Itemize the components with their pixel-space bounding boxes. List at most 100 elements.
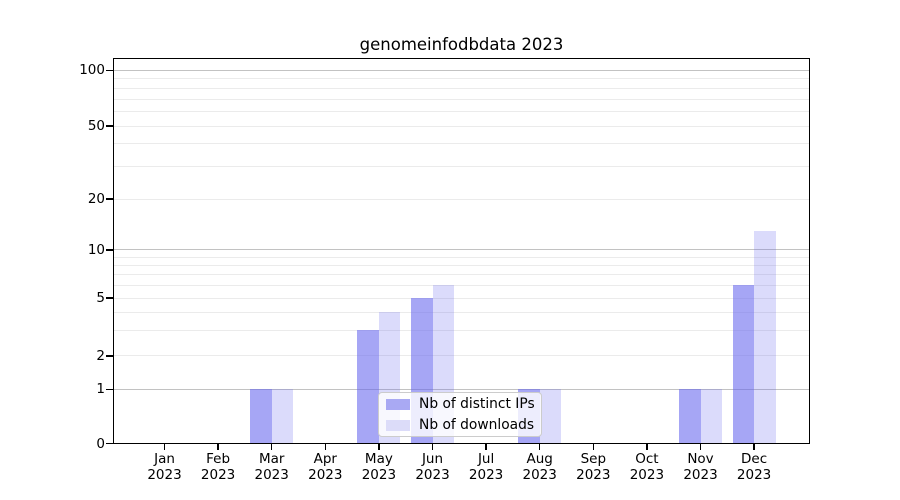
x-tick-mark-5: [431, 443, 434, 450]
gridline-y-8: [113, 264, 810, 266]
gridline-y-1: [113, 388, 810, 390]
gridline-y-80: [113, 87, 810, 89]
bar-distinct-ips-nov-2023: [679, 389, 701, 444]
x-tick-mark-4: [378, 443, 380, 450]
y-tick-label-2: 2: [96, 347, 105, 364]
gridline-y-4: [113, 311, 810, 313]
y-tick-mark-5: [106, 297, 113, 299]
gridline-y-2: [113, 355, 810, 357]
x-tick-mark-9: [646, 443, 648, 450]
x-tick-label-5: Jun 2023: [401, 451, 465, 483]
x-tick-label-1: Feb 2023: [186, 451, 250, 483]
x-tick-mark-10: [699, 443, 702, 450]
x-tick-mark-8: [592, 443, 594, 450]
x-tick-year: 2023: [522, 466, 557, 483]
x-tick-label-8: Sep 2023: [561, 451, 625, 483]
bar-distinct-ips-dec-2023: [732, 285, 755, 444]
x-tick-month: Jan: [154, 451, 175, 467]
y-tick-mark-100: [106, 69, 113, 72]
x-tick-label-10: Nov 2023: [669, 451, 733, 483]
x-tick-year: 2023: [468, 466, 504, 483]
x-tick-year: 2023: [736, 466, 772, 483]
y-tick-label-0: 0: [96, 435, 105, 452]
y-tick-mark-2: [106, 355, 113, 357]
y-tick-label-20: 20: [87, 191, 105, 208]
y-tick-label-100: 100: [79, 62, 105, 79]
legend: Nb of distinct IPs Nb of downloads: [378, 392, 542, 437]
x-tick-year: 2023: [576, 466, 611, 483]
gridline-y-90: [113, 78, 810, 80]
x-tick-mark-7: [539, 443, 541, 450]
x-tick-month: May: [364, 451, 393, 467]
gridline-y-20: [113, 198, 810, 200]
bar-downloads-mar-2023: [271, 389, 294, 444]
x-tick-label-3: Apr 2023: [293, 451, 357, 483]
x-tick-month: Sep: [580, 451, 607, 467]
x-tick-label-2: Mar 2023: [240, 451, 304, 483]
x-tick-year: 2023: [683, 466, 718, 483]
gridline-y-60: [113, 110, 810, 112]
y-tick-mark-20: [106, 198, 113, 200]
legend-swatch-distinct-ips: [386, 398, 410, 410]
x-tick-mark-11: [753, 443, 755, 450]
x-tick-month: Jun: [421, 451, 444, 467]
bar-downloads-dec-2023: [754, 230, 776, 444]
x-tick-mark-0: [163, 443, 166, 450]
y-tick-mark-0: [106, 442, 113, 445]
y-tick-label-10: 10: [87, 241, 105, 258]
x-tick-month: Feb: [206, 451, 231, 467]
gridline-y-50: [113, 125, 810, 127]
legend-label-downloads: Nb of downloads: [419, 417, 535, 433]
gridline-y-10: [113, 249, 810, 251]
x-tick-label-9: Oct 2023: [615, 451, 679, 483]
x-tick-month: Mar: [258, 451, 285, 467]
x-tick-month: Jul: [477, 451, 495, 467]
x-tick-label-4: May 2023: [347, 451, 411, 483]
bar-distinct-ips-mar-2023: [250, 389, 272, 444]
y-tick-mark-10: [106, 249, 113, 251]
legend-row-distinct-ips: Nb of distinct IPs: [386, 396, 535, 412]
y-tick-mark-1: [106, 388, 113, 391]
x-tick-year: 2023: [629, 466, 665, 483]
gridline-y-100: [113, 69, 810, 71]
plot-frame: [113, 58, 810, 444]
gridline-y-3: [113, 329, 810, 331]
x-tick-year: 2023: [200, 466, 236, 483]
x-tick-year: 2023: [254, 466, 289, 483]
x-tick-year: 2023: [361, 466, 397, 483]
bar-downloads-nov-2023: [700, 389, 722, 444]
x-tick-year: 2023: [308, 466, 343, 483]
gridline-y-7: [113, 274, 810, 276]
gridline-y-6: [113, 284, 810, 286]
y-tick-label-1: 1: [96, 381, 105, 398]
gridline-y-30: [113, 166, 810, 168]
gridline-y-70: [113, 98, 810, 100]
x-tick-label-0: Jan 2023: [133, 451, 197, 483]
y-tick-label-5: 5: [96, 290, 105, 306]
y-tick-label-50: 50: [87, 118, 105, 134]
x-tick-month: Dec: [741, 451, 768, 467]
legend-label-distinct-ips: Nb of distinct IPs: [419, 396, 535, 412]
gridline-y-40: [113, 143, 810, 145]
x-tick-month: Aug: [526, 451, 553, 467]
bar-downloads-aug-2023: [539, 389, 562, 444]
bar-distinct-ips-may-2023: [357, 330, 379, 444]
x-tick-mark-2: [271, 443, 273, 450]
legend-swatch-downloads: [386, 419, 410, 431]
gridline-y-5: [113, 297, 810, 299]
gridline-y-9: [113, 256, 810, 258]
x-tick-month: Oct: [635, 451, 659, 467]
x-tick-mark-3: [324, 443, 326, 450]
x-tick-mark-1: [217, 443, 219, 450]
x-tick-label-7: Aug 2023: [508, 451, 572, 483]
x-tick-month: Nov: [687, 451, 714, 467]
legend-row-downloads: Nb of downloads: [386, 417, 535, 433]
x-tick-year: 2023: [415, 466, 450, 483]
y-tick-mark-50: [106, 125, 113, 127]
x-tick-year: 2023: [147, 466, 182, 483]
x-tick-mark-6: [485, 443, 487, 450]
x-tick-month: Apr: [313, 451, 337, 467]
